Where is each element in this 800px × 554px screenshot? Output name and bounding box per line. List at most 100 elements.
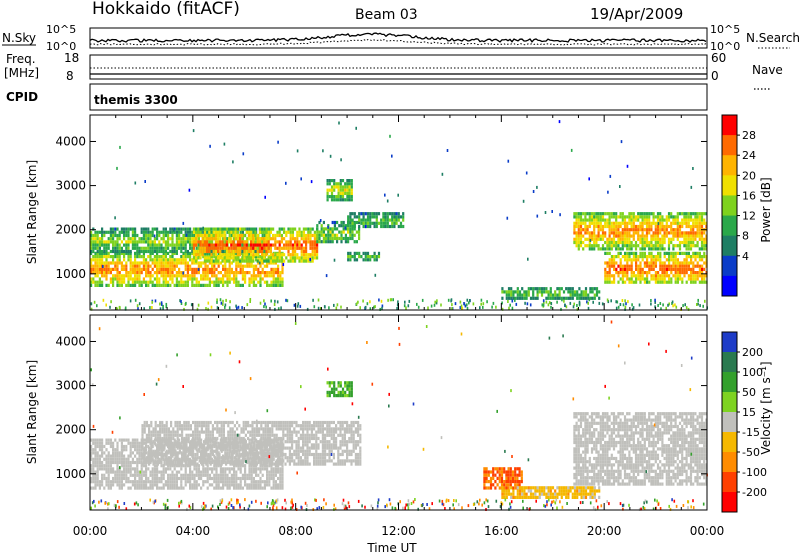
scatter-cell xyxy=(358,230,361,234)
scatter-cell xyxy=(156,233,159,238)
scatter-cell xyxy=(349,215,352,219)
scatter-cell xyxy=(125,230,128,234)
scatter-cell xyxy=(173,249,176,254)
scatter-cell xyxy=(683,218,686,222)
scatter-cell xyxy=(313,237,316,241)
scatter-cell xyxy=(215,467,218,471)
scatter-cell xyxy=(211,264,214,268)
ground-speckle xyxy=(660,307,662,311)
ground-speckle xyxy=(405,306,407,310)
scatter-cell xyxy=(661,228,664,232)
scatter-cell xyxy=(703,267,706,271)
scatter-cell xyxy=(272,271,275,275)
scatter-cell xyxy=(134,264,137,268)
scatter-cell xyxy=(92,249,95,254)
ground-speckle xyxy=(274,299,276,303)
scatter-cell xyxy=(402,215,405,219)
scatter-cell xyxy=(391,221,394,225)
scatter-cell xyxy=(191,470,194,474)
scatter-cell xyxy=(167,459,170,463)
noise-speckle xyxy=(609,174,612,178)
scatter-cell xyxy=(187,433,190,437)
ground-speckle xyxy=(466,298,469,302)
scatter-cell xyxy=(208,240,211,244)
scatter-cell xyxy=(169,476,172,481)
scatter-cell xyxy=(637,244,640,248)
scatter-cell xyxy=(358,218,361,222)
scatter-cell xyxy=(261,467,264,471)
scatter-cell xyxy=(156,255,159,259)
scatter-cell xyxy=(283,243,286,247)
scatter-cell xyxy=(705,221,708,225)
scatter-cell xyxy=(145,240,148,244)
scatter-cell xyxy=(672,215,675,219)
scatter-cell xyxy=(601,224,605,229)
scatter-cell xyxy=(239,227,242,231)
scatter-cell xyxy=(247,246,250,250)
scatter-cell xyxy=(608,261,611,265)
scatter-cell xyxy=(243,227,246,231)
scatter-cell xyxy=(224,467,227,471)
scatter-cell xyxy=(123,464,126,468)
scatter-cell xyxy=(160,230,163,234)
scatter-cell xyxy=(626,228,629,232)
scatter-cell xyxy=(597,224,600,229)
scatter-cell xyxy=(191,258,194,262)
scatter-cell xyxy=(167,243,170,247)
scatter-cell xyxy=(116,444,119,449)
scatter-cell xyxy=(145,233,148,238)
scatter-cell xyxy=(220,456,223,460)
scatter-cell xyxy=(203,420,206,425)
scatter-cell xyxy=(96,271,99,275)
scatter-cell xyxy=(222,267,225,271)
scatter-cell xyxy=(685,234,688,238)
scatter-cell xyxy=(577,231,580,235)
scatter-cell xyxy=(203,240,206,244)
scatter-cell xyxy=(646,255,649,259)
scatter-cell xyxy=(694,264,697,268)
ground-speckle xyxy=(328,306,330,310)
scatter-cell xyxy=(674,258,677,262)
scatter-cell xyxy=(705,237,708,241)
scatter-cell xyxy=(202,283,205,287)
scatter-cell xyxy=(171,227,174,231)
scatter-cell xyxy=(692,224,695,229)
scatter-cell xyxy=(309,243,312,247)
ground-speckle xyxy=(668,302,670,306)
ground-speckle xyxy=(421,298,424,302)
scatter-cell xyxy=(120,277,123,281)
scatter-cell xyxy=(176,420,179,425)
scatter-cell xyxy=(665,267,668,271)
scatter-cell xyxy=(248,486,251,490)
scatter-cell xyxy=(134,448,137,452)
scatter-cell xyxy=(648,228,651,232)
ground-speckle xyxy=(285,298,287,302)
scatter-cell xyxy=(582,212,585,216)
scatter-cell xyxy=(576,296,579,300)
scatter-cell xyxy=(172,436,175,441)
scatter-cell xyxy=(94,483,97,487)
scatter-cell xyxy=(402,224,405,229)
scatter-cell xyxy=(694,280,697,284)
scatter-cell xyxy=(189,480,192,484)
scatter-cell xyxy=(153,480,156,484)
scatter-cell xyxy=(220,433,223,437)
scatter-cell xyxy=(109,444,112,449)
scatter-cell xyxy=(101,267,104,271)
scatter-cell xyxy=(278,233,281,238)
scatter-cell xyxy=(670,240,673,245)
scatter-cell xyxy=(173,227,176,231)
scatter-cell xyxy=(125,271,128,275)
scatter-cell xyxy=(217,237,220,241)
ground-speckle xyxy=(196,307,199,311)
scatter-cell xyxy=(340,233,343,237)
scatter-cell xyxy=(243,259,246,263)
scatter-cell xyxy=(281,486,284,490)
ground-speckle xyxy=(264,302,266,306)
scatter-cell xyxy=(129,441,132,445)
scatter-cell xyxy=(161,430,164,434)
ground-speckle xyxy=(654,300,656,304)
scatter-cell xyxy=(216,456,219,460)
scatter-cell xyxy=(206,227,209,231)
scatter-cell xyxy=(92,441,95,445)
